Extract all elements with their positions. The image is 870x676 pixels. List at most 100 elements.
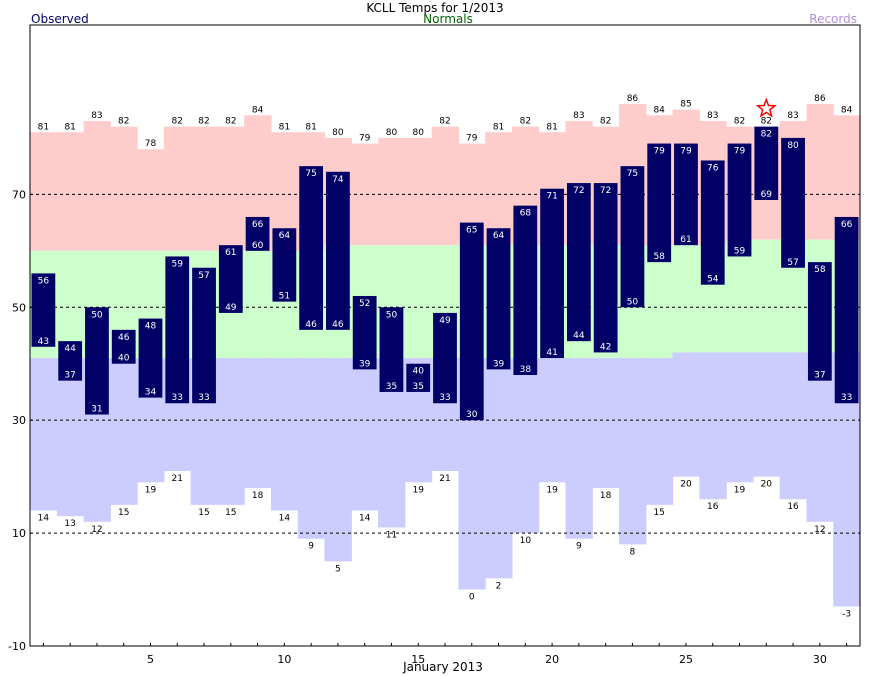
record-high-band bbox=[30, 132, 58, 251]
record-low-label: 21 bbox=[439, 474, 450, 484]
observed-high-label: 56 bbox=[38, 276, 50, 286]
record-low-label: 10 bbox=[520, 536, 532, 546]
record-high-band bbox=[137, 149, 165, 251]
observed-high-label: 79 bbox=[680, 147, 692, 157]
observed-high-label: 58 bbox=[814, 265, 826, 275]
observed-high-label: 82 bbox=[761, 130, 772, 140]
x-tick-label: 25 bbox=[679, 653, 693, 666]
normal-band bbox=[645, 245, 674, 359]
record-low-band bbox=[324, 358, 352, 562]
y-tick-label: 70 bbox=[12, 188, 26, 201]
record-low-label: 14 bbox=[38, 514, 50, 524]
record-low-label: 15 bbox=[653, 508, 664, 518]
record-low-band bbox=[752, 352, 781, 477]
record-low-label: 9 bbox=[576, 542, 582, 552]
observed-high-label: 72 bbox=[600, 186, 611, 196]
observed-low-label: 33 bbox=[841, 393, 852, 403]
record-high-label: 83 bbox=[573, 111, 584, 121]
record-high-label: 82 bbox=[198, 117, 209, 127]
observed-low-label: 42 bbox=[600, 342, 611, 352]
record-low-label: 19 bbox=[412, 485, 424, 495]
record-high-band bbox=[190, 126, 219, 251]
observed-high-label: 66 bbox=[841, 220, 853, 230]
normal-band bbox=[56, 250, 85, 359]
observed-low-label: 46 bbox=[305, 320, 317, 330]
observed-low-label: 33 bbox=[439, 393, 450, 403]
observed-low-label: 49 bbox=[225, 303, 237, 313]
observed-bar bbox=[326, 171, 350, 330]
plot-area: 5643443750314640483459335733614966606451… bbox=[8, 24, 861, 666]
record-high-band bbox=[404, 137, 433, 246]
y-tick-label: 30 bbox=[12, 414, 26, 427]
record-low-label: 12 bbox=[91, 525, 102, 535]
observed-high-label: 44 bbox=[64, 344, 76, 354]
observed-bar bbox=[111, 329, 136, 364]
record-high-band bbox=[806, 104, 834, 240]
observed-low-label: 37 bbox=[814, 371, 825, 381]
observed-low-label: 33 bbox=[172, 393, 183, 403]
observed-high-label: 40 bbox=[412, 367, 424, 377]
record-high-label: 82 bbox=[520, 117, 531, 127]
observed-low-label: 38 bbox=[520, 365, 532, 375]
observed-bar bbox=[727, 143, 752, 257]
x-axis-label: January 2013 bbox=[402, 660, 483, 674]
record-high-label: 83 bbox=[787, 111, 798, 121]
x-tick-label: 30 bbox=[813, 653, 827, 666]
observed-low-label: 69 bbox=[761, 190, 773, 200]
record-low-label: 14 bbox=[279, 514, 291, 524]
record-low-label: 9 bbox=[308, 542, 314, 552]
observed-bar bbox=[138, 318, 163, 398]
observed-high-label: 48 bbox=[145, 322, 157, 332]
record-low-label: 16 bbox=[787, 502, 799, 512]
normal-band bbox=[726, 239, 754, 353]
x-tick-label: 5 bbox=[147, 653, 154, 666]
observed-high-label: 72 bbox=[573, 186, 584, 196]
observed-high-label: 75 bbox=[305, 169, 316, 179]
record-low-label: 16 bbox=[707, 502, 719, 512]
observed-bar bbox=[459, 222, 484, 421]
observed-high-label: 61 bbox=[225, 248, 236, 258]
record-high-label: 86 bbox=[627, 94, 639, 104]
record-low-band bbox=[592, 358, 620, 488]
record-low-band bbox=[485, 358, 513, 579]
record-high-label: 82 bbox=[225, 117, 236, 127]
observed-bar bbox=[620, 166, 645, 308]
record-low-band bbox=[699, 352, 727, 500]
observed-low-label: 50 bbox=[627, 297, 639, 307]
record-low-label: 18 bbox=[600, 491, 612, 501]
record-high-label: 82 bbox=[172, 117, 183, 127]
normal-band bbox=[404, 245, 433, 359]
observed-bar bbox=[486, 228, 511, 370]
record-low-label: 20 bbox=[761, 480, 773, 490]
record-high-label: 80 bbox=[332, 128, 344, 138]
record-high-band bbox=[56, 132, 85, 251]
observed-low-label: 46 bbox=[332, 320, 344, 330]
record-high-label: 82 bbox=[118, 117, 129, 127]
legend-observed: Observed bbox=[31, 12, 89, 26]
observed-high-label: 64 bbox=[493, 231, 505, 241]
observed-bar bbox=[513, 205, 538, 376]
record-low-label: 15 bbox=[225, 508, 236, 518]
record-low-band bbox=[672, 352, 700, 477]
observed-high-label: 74 bbox=[332, 175, 344, 185]
record-low-band bbox=[565, 358, 593, 539]
record-high-label: 82 bbox=[439, 117, 450, 127]
record-high-label: 82 bbox=[734, 117, 745, 127]
record-high-label: 85 bbox=[680, 100, 691, 110]
record-low-label: 18 bbox=[252, 491, 264, 501]
observed-low-label: 41 bbox=[546, 348, 557, 358]
record-high-band bbox=[163, 126, 192, 251]
record-low-band bbox=[270, 358, 299, 511]
record-high-label: 79 bbox=[359, 134, 371, 144]
observed-low-label: 30 bbox=[466, 410, 478, 420]
record-low-label: 12 bbox=[814, 525, 825, 535]
record-low-band bbox=[779, 352, 808, 500]
observed-low-label: 51 bbox=[279, 292, 290, 302]
y-tick-label: 10 bbox=[12, 527, 26, 540]
normal-band bbox=[752, 239, 781, 353]
observed-low-label: 35 bbox=[412, 382, 423, 392]
observed-high-label: 79 bbox=[653, 147, 665, 157]
record-high-label: 83 bbox=[707, 111, 718, 121]
observed-high-label: 52 bbox=[359, 299, 370, 309]
